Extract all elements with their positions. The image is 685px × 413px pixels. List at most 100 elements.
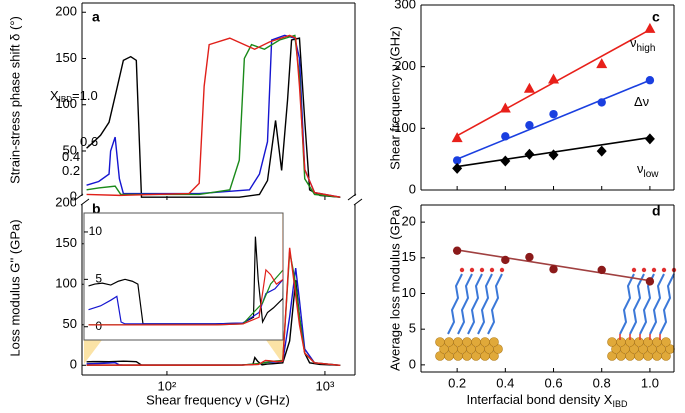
y-axis-label: Loss modulus G'' (GPa) [7, 219, 22, 356]
inset-y-tick-label: 5 [95, 272, 102, 286]
y-tick-label: 0 [409, 356, 416, 371]
molecule-chain [629, 273, 645, 335]
substrate-atom [453, 337, 463, 347]
molecule-end [469, 267, 475, 273]
series-annotation: 0.4 [62, 149, 80, 164]
substrate-atom [480, 337, 490, 347]
molecule-end [479, 267, 485, 273]
series-label: νhigh [630, 35, 655, 53]
fit-line [456, 79, 651, 160]
series-line [86, 34, 341, 198]
molecule-end [499, 267, 505, 273]
molecule-chain [487, 273, 503, 335]
marker [596, 145, 607, 157]
zoom-wedge [266, 340, 283, 364]
y-tick-label: 200 [55, 195, 77, 210]
y-tick-label: 100 [394, 120, 416, 135]
substrate-atom [616, 337, 626, 347]
molecule-end [489, 267, 495, 273]
series-label: Δν [634, 94, 649, 109]
series-label-text: Δν [634, 94, 649, 109]
panel-letter: b [92, 201, 101, 217]
y-tick-label: 100 [55, 96, 77, 111]
marker [524, 148, 535, 160]
molecule-chain [659, 273, 675, 335]
molecule-chain [649, 273, 665, 335]
x-tick-label: 1.0 [641, 375, 659, 390]
substrate-atom [643, 337, 653, 347]
series-label-sub: low [644, 169, 660, 180]
x-axis-label: Shear frequency ν (GHz) [146, 392, 290, 407]
y-tick-label: 50 [63, 142, 77, 157]
x-tick-label: 10² [158, 378, 177, 393]
x-axis-label-text: Interfacial bond density X [467, 392, 613, 407]
series-annotation: 0.6 [80, 134, 98, 149]
marker [596, 58, 608, 69]
molecule-chain [619, 273, 635, 335]
zoom-wedge [84, 340, 102, 364]
substrate-atom [435, 337, 445, 347]
annotation-value: 0.2 [62, 163, 80, 178]
molecule-end [631, 267, 637, 273]
inset-y-tick-label: 0 [95, 319, 102, 333]
series-line [88, 236, 283, 325]
y-tick-label: 200 [394, 58, 416, 73]
molecule-chain [467, 273, 483, 335]
molecule-end [651, 267, 657, 273]
series-annotation: XIBD=1.0 [50, 88, 98, 104]
marker [548, 149, 559, 161]
marker [501, 255, 510, 265]
molecule-end [661, 267, 667, 273]
y-axis-label: Shear frequency ν (GHz) [387, 26, 402, 170]
marker [597, 265, 606, 275]
inset-frame [83, 212, 284, 341]
series-line [86, 34, 341, 198]
y-tick-label: 0 [70, 357, 77, 372]
marker [644, 22, 656, 33]
substrate-atom [462, 337, 472, 347]
substrate-atom [607, 337, 617, 347]
inset-y-tick-label: 10 [89, 224, 103, 238]
marker [452, 162, 463, 174]
axis-break [74, 193, 363, 206]
y-tick-label: 5 [409, 321, 416, 336]
substrate-atom [661, 337, 671, 347]
annotation-eq: = [72, 88, 80, 103]
x-tick-label: 0.6 [544, 375, 562, 390]
y-tick-label: 50 [63, 316, 77, 331]
marker [452, 156, 462, 165]
marker [452, 246, 462, 255]
y-tick-label: 200 [55, 4, 77, 19]
series-line [88, 243, 283, 325]
series-label-text: ν [630, 35, 637, 50]
marker [525, 252, 534, 262]
marker [597, 98, 606, 107]
marker [523, 82, 535, 93]
series-line [86, 247, 341, 366]
decoration [84, 267, 677, 364]
series-line [88, 213, 283, 326]
panel-letter: c [652, 9, 660, 25]
marker [499, 102, 511, 113]
y-tick-label: 100 [55, 276, 77, 291]
molecule-chain [457, 273, 473, 335]
annotation-prefix: X [50, 88, 59, 103]
marker [451, 132, 463, 143]
series-annotation: 0.2 [62, 163, 80, 178]
marker [645, 277, 655, 286]
molecule-chain [447, 273, 463, 335]
series-line [86, 37, 341, 198]
x-tick-label: 0.4 [496, 375, 514, 390]
y-tick-label: 0 [70, 189, 77, 204]
panel-letter: a [92, 9, 100, 25]
x-tick-label: 10³ [316, 378, 335, 393]
marker [645, 76, 655, 85]
y-tick-label: 150 [55, 50, 77, 65]
molecule-end [459, 267, 465, 273]
y-tick-label: 300 [394, 0, 416, 11]
substrate-atom [471, 337, 481, 347]
molecule-end [641, 267, 647, 273]
y-tick-label: 10 [402, 285, 416, 300]
annotation-value: 1.0 [80, 88, 98, 103]
